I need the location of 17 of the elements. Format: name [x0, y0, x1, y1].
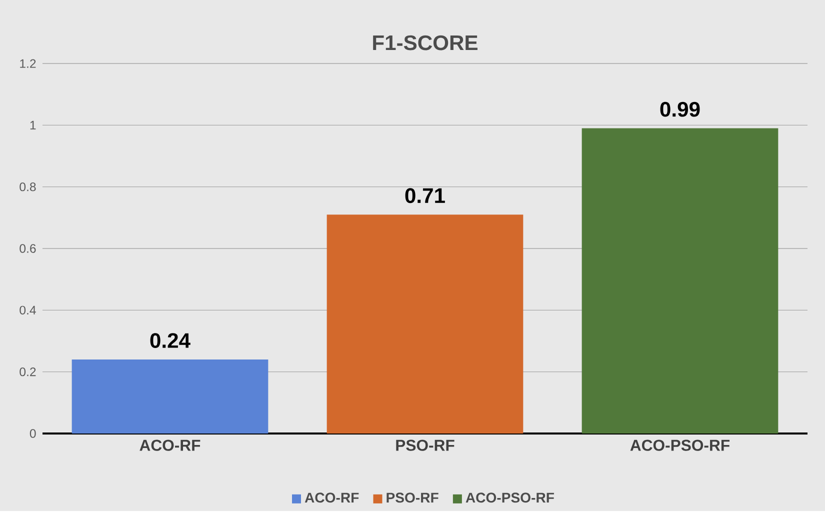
data-label: 0.24: [150, 333, 190, 348]
y-tick-label: 1.2: [20, 59, 36, 68]
x-tick-label: ACO-RF: [140, 440, 200, 451]
x-tick-label: PSO-RF: [396, 440, 454, 451]
legend-label: PSO-RF: [386, 492, 438, 503]
y-tick-label: 0.2: [20, 367, 36, 376]
data-label: 0.71: [405, 188, 445, 204]
y-tick-label: 0.6: [20, 244, 36, 253]
y-tick-label: 0.8: [20, 182, 36, 192]
data-label: 0.99: [660, 102, 700, 117]
y-tick-label: 0.4: [20, 306, 36, 314]
x-tick-label: ACO-PSO-RF: [630, 440, 730, 451]
legend-label: ACO-PSO-RF: [466, 492, 554, 503]
chart-title: F1-SCORE: [373, 35, 478, 50]
y-tick-label: 0: [30, 429, 36, 438]
y-tick-label: 1: [30, 120, 36, 130]
legend-label: ACO-RF: [304, 492, 359, 503]
